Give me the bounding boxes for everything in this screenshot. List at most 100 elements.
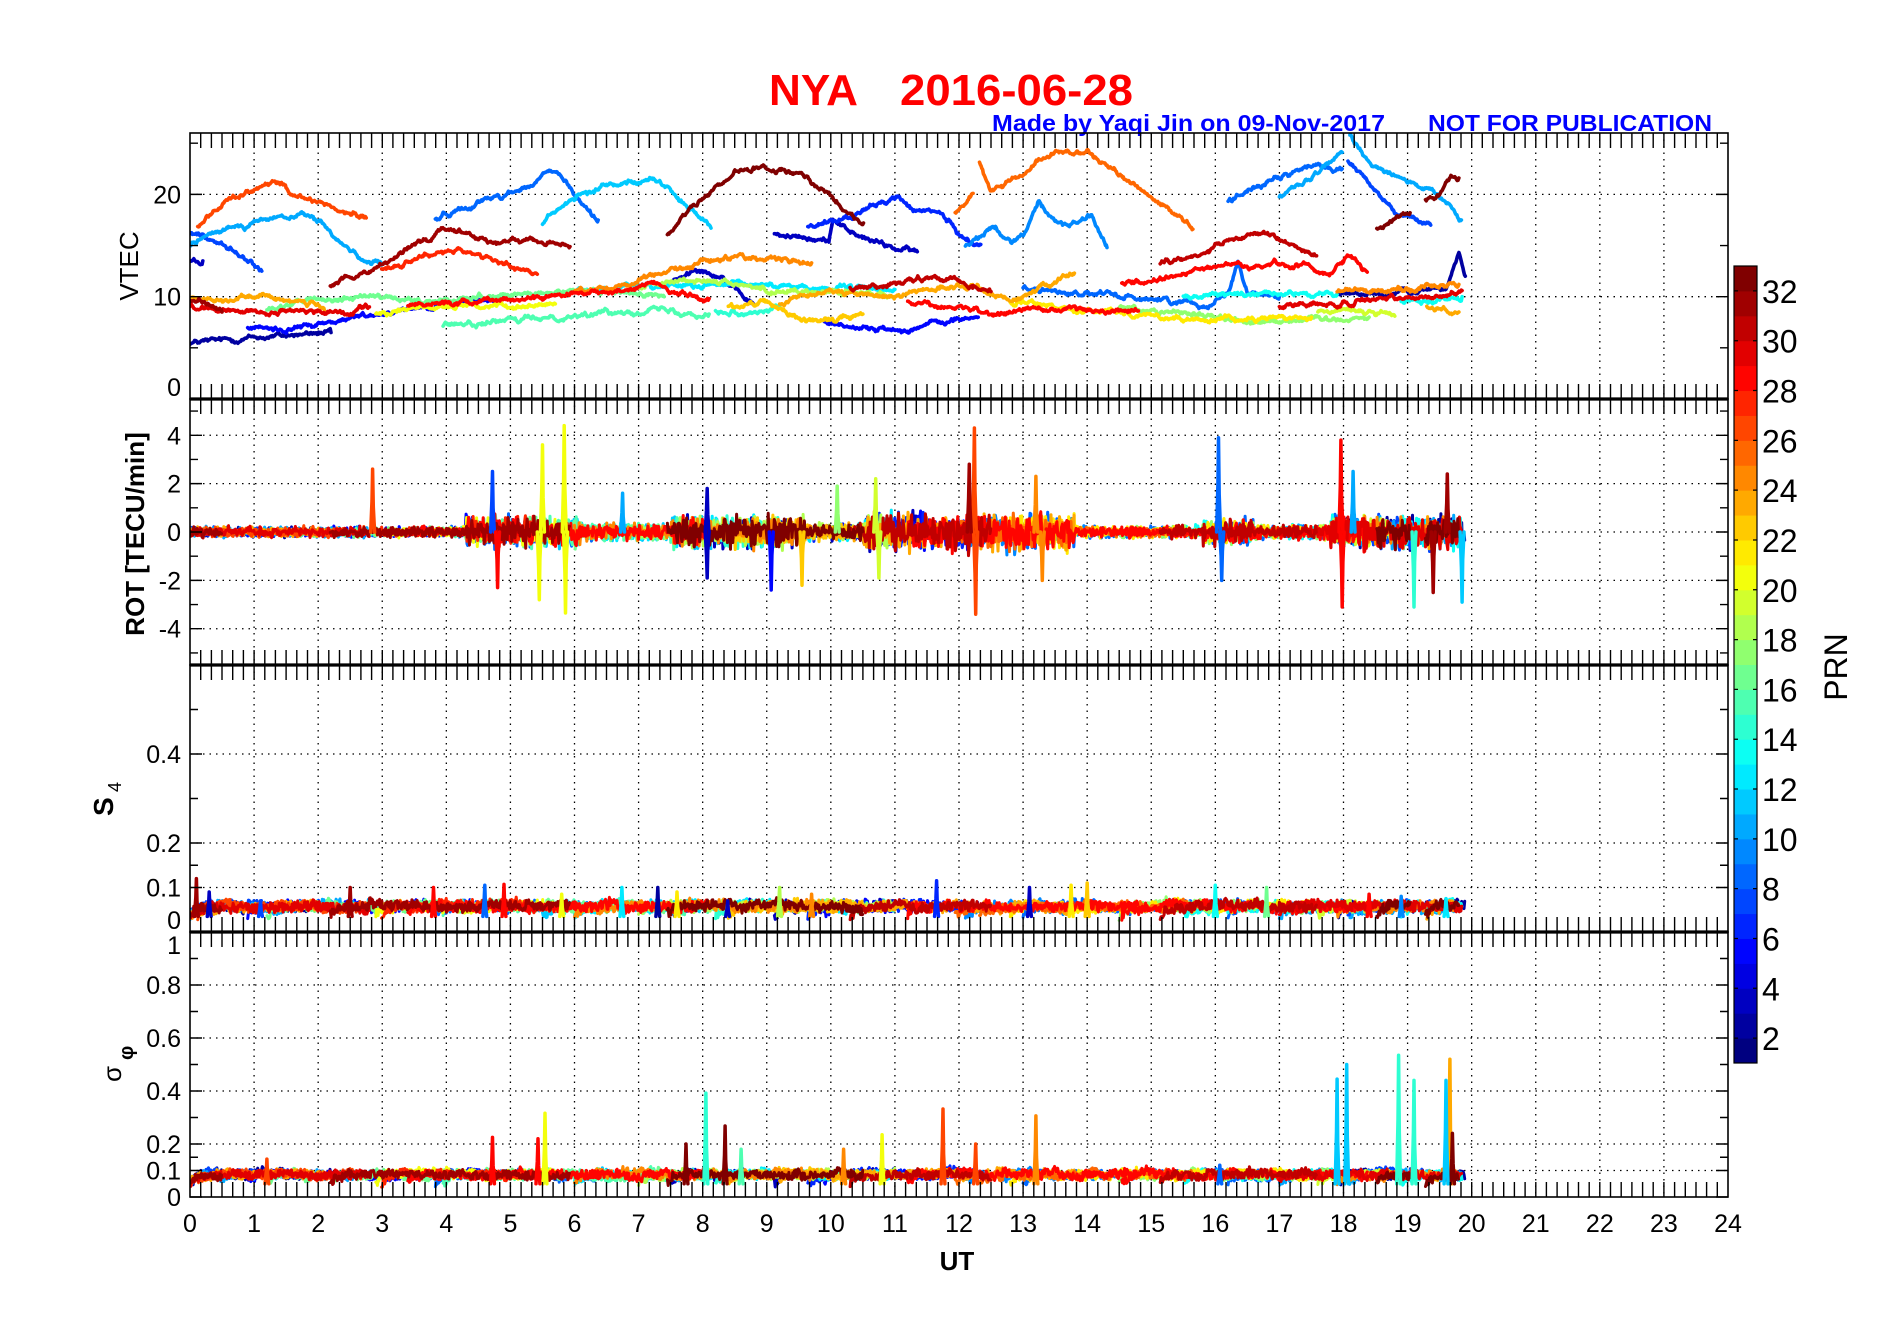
vtec-trace-prn-14	[713, 303, 782, 318]
x-tick-label: 23	[1650, 1210, 1678, 1238]
sigma_phi-spike-prn-14	[1410, 1078, 1418, 1186]
y-tick-label: -2	[159, 567, 181, 595]
vtec-trace-prn-27	[379, 246, 540, 277]
s4-trace-prn-30	[848, 898, 993, 922]
rot-spike-prn-20	[538, 443, 547, 534]
y-tick-label: 0.2	[146, 1131, 181, 1159]
vtec-trace-prn-10	[190, 210, 384, 267]
y-tick-label: 0.1	[146, 875, 181, 903]
vtec-trace-prn-24	[1335, 280, 1461, 295]
x-tick-label: 6	[568, 1210, 582, 1238]
colorbar-bin	[1734, 390, 1757, 416]
rot-spike-prn-26	[368, 467, 377, 534]
rot-spike-prn-3	[703, 486, 711, 534]
colorbar-bin	[1734, 888, 1757, 915]
x-tick-label: 3	[375, 1210, 389, 1238]
vtec-trace-prn-26	[195, 179, 369, 229]
colorbar-tick-label: 8	[1762, 872, 1780, 908]
colorbar-tick-label: 12	[1762, 772, 1798, 808]
y-tick-label: 10	[153, 284, 181, 312]
colorbar-bin	[1734, 490, 1757, 516]
colorbar-bin	[1734, 564, 1757, 591]
s4-spike-prn-31	[346, 885, 354, 919]
s4-spike-prn-3	[723, 899, 732, 919]
rot-spike-prn-3	[703, 530, 711, 580]
x-minor-ticks	[200, 932, 1718, 1197]
sigma_phi-spike-prn-14	[702, 1091, 710, 1186]
s4-axis-label-sub: 4	[105, 782, 125, 792]
s4-spike-prn-8	[481, 883, 489, 919]
s4-axis-label: S 4	[88, 782, 125, 816]
sigma_phi-spike-prn-24	[839, 1147, 848, 1186]
vtec-trace-prn-23	[777, 271, 1077, 308]
colorbar-tick-label: 28	[1762, 374, 1798, 410]
s4-trace-prn-31	[328, 896, 571, 919]
s4-spike-prn-3	[205, 890, 213, 919]
rot-spike-prn-26	[971, 530, 980, 616]
rot-spike-prn-28	[1338, 530, 1346, 609]
rot-spike-prn-26	[970, 426, 979, 534]
sigma_phi-spike-prn-24	[1032, 1114, 1040, 1186]
colorbar-bin	[1734, 639, 1757, 665]
vtec-trace-prn-32	[1423, 173, 1461, 203]
vtec-trace-prn-8	[1021, 259, 1282, 311]
sigma_phi-spike-prn-20	[541, 1111, 549, 1186]
colorbar-bin	[1734, 315, 1757, 342]
vtec-trace-prn-21	[1008, 298, 1314, 325]
s4-spike-prn-2	[654, 885, 662, 919]
rot-spike-prn-14	[1410, 530, 1418, 609]
rot-trace-prn-31	[190, 525, 223, 539]
colorbar-bin	[1734, 614, 1757, 641]
x-tick-label: 13	[1009, 1210, 1037, 1238]
x-tick-label: 4	[439, 1210, 453, 1238]
sigma-axis-label-main: σ	[97, 1066, 127, 1082]
vtec-trace-prn-2	[190, 326, 333, 347]
x-tick-label: 24	[1714, 1210, 1742, 1238]
vtec-trace-prn-32	[1375, 211, 1412, 231]
x-minor-ticks	[200, 399, 1718, 665]
y-tick-label: 2	[167, 471, 181, 499]
colorbar-bin	[1734, 813, 1757, 840]
vtec-trace-prn-30	[1158, 229, 1319, 266]
panel-s4: 0.4 0.2 0.1 0	[146, 664, 1729, 935]
colorbar-tick-label: 16	[1762, 672, 1798, 708]
y-tick-label: 0.8	[146, 972, 181, 1000]
vtec-trace-prn-3	[190, 256, 205, 267]
sigma_phi-spike-prn-8	[1216, 1163, 1224, 1186]
x-tick-label: 1	[247, 1210, 261, 1238]
sigma_phi-spike-prn-26	[939, 1107, 947, 1186]
sigma_phi-spike-prn-20	[878, 1132, 886, 1186]
vtec-trace-prn-9	[963, 199, 1109, 250]
rot-trace-prn-30	[1158, 517, 1318, 549]
x-tick-label: 16	[1201, 1210, 1229, 1238]
colorbar-tick-label: 20	[1762, 573, 1798, 609]
s4-spike-prn-28	[500, 882, 508, 919]
rot-spike-prn-20	[560, 423, 568, 534]
colorbar-tick-label: 14	[1762, 722, 1798, 758]
colorbar-bin	[1734, 589, 1757, 616]
s4-spike-prn-21	[1067, 883, 1075, 919]
colorbar-bin	[1734, 664, 1757, 690]
credit-text: Made by Yaqi Jin on 09-Nov-2017	[992, 110, 1385, 136]
colorbar-bin	[1734, 913, 1757, 939]
vtec-trace-prn-13	[1181, 289, 1339, 301]
colorbar-bin	[1734, 340, 1757, 367]
vtec-trace-prn-7	[190, 230, 264, 273]
s4-spike-prn-9	[1397, 894, 1405, 919]
colorbar-bin	[1734, 415, 1757, 441]
s4-trace-prn-30	[1158, 896, 1318, 921]
vtec-trace-prn-29	[190, 302, 372, 318]
x-tick-label: 19	[1394, 1210, 1422, 1238]
colorbar-tick-label: 24	[1762, 473, 1798, 509]
colorbar-bin	[1734, 789, 1757, 815]
rot-spike-prn-11	[1458, 530, 1466, 604]
sigma_phi-spike-prn-32	[1448, 1131, 1457, 1186]
colorbar-tick-label: 30	[1762, 324, 1798, 360]
rot-spike-prn-20	[535, 530, 543, 602]
rot-spike-prn-7	[488, 469, 497, 534]
vtec-trace-prn-19	[1316, 306, 1397, 318]
vtec-trace-prn-32	[665, 163, 866, 237]
sigma-axis-label: σ φ	[97, 1046, 138, 1082]
y-tick-label: 0.4	[146, 741, 181, 769]
rot-axis-label: ROT [TECU/min]	[120, 432, 150, 636]
